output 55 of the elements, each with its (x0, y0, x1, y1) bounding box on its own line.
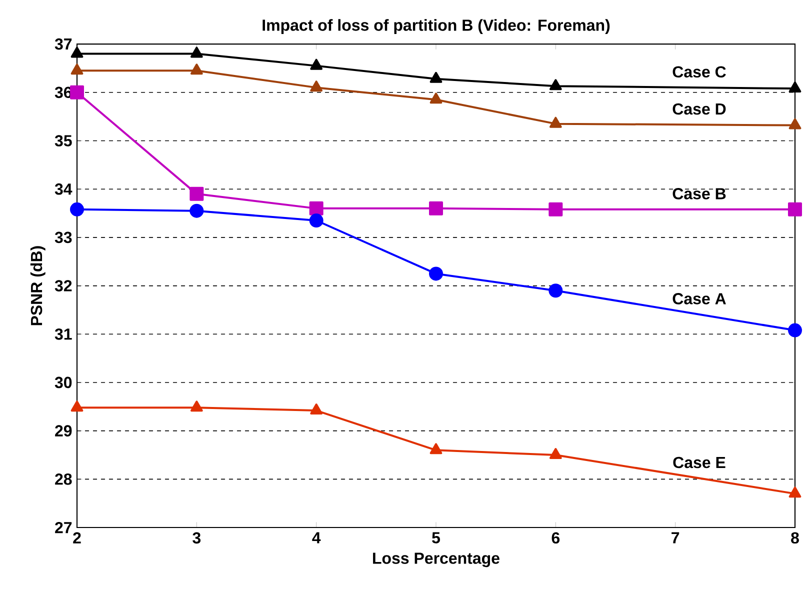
point (70, 46, 84, 58)
point (549, 79, 562, 90)
y-tick-label: 34 (54, 183, 72, 195)
x-tick-label: 7 (672, 532, 680, 544)
point (430, 443, 442, 454)
y-axis-title: PSNR (dB) (30, 246, 46, 326)
point (310, 80, 323, 92)
point (310, 404, 323, 415)
point (310, 58, 323, 70)
x-axis-title: Loss Percentage (373, 552, 500, 568)
point (429, 201, 443, 216)
point (788, 486, 802, 498)
point (548, 202, 563, 216)
series-label: Case D (672, 103, 726, 115)
y-tick-label: 29 (55, 425, 72, 436)
point (309, 214, 324, 228)
point (430, 72, 442, 83)
point (70, 64, 84, 75)
y-tick-label: 35 (54, 135, 72, 146)
y-tick-label: 32 (54, 280, 72, 292)
y-tick-label: 28 (55, 474, 72, 485)
x-tick-label: 8 (791, 532, 799, 544)
point (549, 116, 562, 128)
x-tick-label: 4 (312, 532, 321, 544)
x-tick-label: 3 (192, 532, 201, 544)
point (549, 448, 562, 459)
x-tick-label: 6 (552, 532, 560, 544)
series-label: Case E (673, 456, 726, 468)
point (430, 92, 442, 104)
point (190, 204, 204, 218)
y-tick-label: 30 (54, 376, 72, 388)
point (309, 201, 324, 216)
point (190, 46, 203, 58)
chart-title: Impact of loss of partition B (Video: Foreman) (262, 19, 610, 34)
point (70, 400, 84, 412)
x-tick-label: 2 (73, 532, 81, 544)
point (70, 202, 84, 216)
point (190, 400, 203, 412)
point (788, 82, 802, 93)
point (788, 323, 802, 338)
series-label: Case C (672, 66, 726, 78)
point (190, 186, 204, 201)
point (429, 266, 443, 281)
point (190, 64, 203, 75)
x-tick-label: 5 (432, 532, 440, 544)
point (788, 202, 802, 216)
point (788, 118, 802, 130)
y-tick-label: 27 (55, 522, 72, 534)
y-tick-label: 33 (54, 232, 72, 244)
point (548, 284, 563, 298)
point (70, 85, 84, 100)
series-label: Case A (672, 293, 726, 304)
y-tick-label: 37 (54, 38, 72, 50)
y-tick-label: 31 (54, 328, 72, 340)
series-label: Case B (672, 188, 726, 200)
